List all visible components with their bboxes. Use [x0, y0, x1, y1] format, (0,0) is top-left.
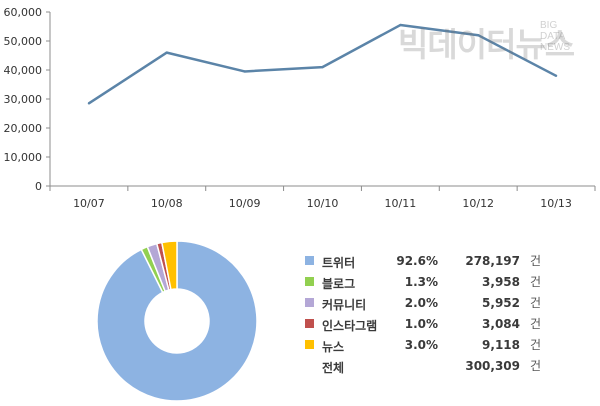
legend-row: 트위터 92.6% 278,197 건 [300, 252, 600, 272]
legend-count: 3,958 [482, 275, 520, 289]
legend-total-label: 전체 [322, 361, 345, 375]
x-tick-label: 10/07 [73, 197, 105, 210]
legend-unit: 건 [530, 338, 542, 352]
legend-percent: 3.0% [404, 338, 438, 352]
legend-swatch [305, 319, 314, 328]
legend-label: 인스타그램 [322, 319, 378, 333]
legend-count: 5,952 [482, 296, 520, 310]
y-tick-label: 30,000 [4, 93, 43, 106]
legend-unit: 건 [530, 254, 542, 268]
x-tick-label: 10/08 [151, 197, 183, 210]
legend-label: 뉴스 [322, 340, 345, 354]
legend-row: 커뮤니티 2.0% 5,952 건 [300, 294, 600, 314]
legend-label: 커뮤니티 [322, 298, 367, 312]
legend-label: 블로그 [322, 277, 356, 291]
line-chart: 0 10,000 20,000 30,000 40,000 50,000 60,000 10/… [4, 6, 596, 210]
data-point [477, 34, 480, 37]
legend-percent: 92.6% [396, 254, 438, 268]
legend-unit: 건 [530, 359, 542, 373]
legend-percent: 1.0% [404, 317, 438, 331]
legend-row: 뉴스 3.0% 9,118 건 [300, 336, 600, 356]
data-point [321, 65, 324, 69]
x-tick-label: 10/10 [307, 197, 339, 210]
data-point [87, 102, 91, 105]
pie-slice [96, 240, 258, 402]
x-tick-label: 10/11 [385, 197, 417, 210]
legend-unit: 건 [530, 317, 542, 331]
legend-swatch [305, 298, 314, 307]
watermark: 빅데이터뉴스 BIG DATA NEWS [398, 18, 588, 64]
x-tick-label: 10/12 [462, 197, 494, 210]
legend-row: 블로그 1.3% 3,958 건 [300, 273, 600, 293]
legend-swatch [305, 256, 314, 265]
legend-unit: 건 [530, 275, 542, 289]
legend-row: 인스타그램 1.0% 3,084 건 [300, 315, 600, 335]
y-tick-label: 10,000 [4, 151, 43, 164]
data-point [399, 23, 402, 27]
x-tick-label: 10/09 [229, 197, 261, 210]
y-tick-label: 60,000 [4, 6, 43, 19]
legend-swatch [305, 340, 314, 349]
legend-swatch [305, 277, 314, 286]
legend-count: 278,197 [465, 254, 520, 268]
watermark-korean: 빅데이터뉴스 [398, 25, 575, 64]
watermark-en-2: DATA [540, 31, 566, 42]
legend-total-count: 300,309 [465, 359, 520, 373]
data-point [243, 70, 246, 73]
pie-slice [160, 240, 178, 291]
data-point [554, 74, 558, 78]
y-tick-label: 40,000 [4, 64, 43, 77]
legend-unit: 건 [530, 296, 542, 310]
y-tick-label: 20,000 [4, 122, 43, 135]
watermark-en-3: NEWS [540, 42, 570, 53]
legend-total-row: 전체 300,309 건 [300, 357, 600, 377]
legend-count: 9,118 [482, 338, 520, 352]
legend-label: 트위터 [322, 256, 356, 270]
watermark-en-1: BIG [540, 20, 558, 31]
y-tick-label: 0 [35, 180, 42, 193]
data-point [165, 51, 168, 54]
legend-percent: 2.0% [404, 296, 438, 310]
watermark-english: BIG DATA NEWS [540, 20, 570, 53]
y-tick-label: 50,000 [4, 35, 43, 48]
x-tick-label: 10/13 [540, 197, 572, 210]
legend-percent: 1.3% [404, 275, 438, 289]
legend-count: 3,084 [482, 317, 520, 331]
